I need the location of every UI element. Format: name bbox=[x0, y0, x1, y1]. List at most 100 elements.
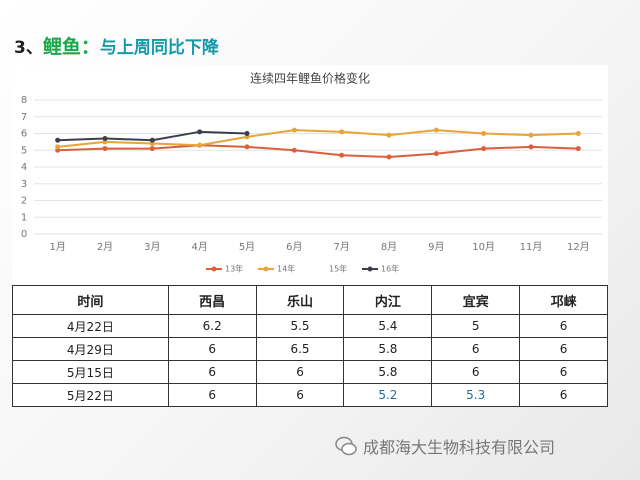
header-cell: 时间 bbox=[12, 285, 169, 315]
y-tick-label: 5 bbox=[21, 145, 27, 156]
point bbox=[291, 147, 297, 153]
x-tick-label: 7月 bbox=[333, 241, 349, 253]
table-row: 5月22日 6 6 5.2 5.3 6 bbox=[12, 383, 608, 407]
cell: 6 bbox=[519, 360, 608, 384]
table-row: 4月22日 6.2 5.5 5.4 5 6 bbox=[12, 314, 608, 338]
cell: 5.2 bbox=[343, 383, 433, 407]
x-tick-label: 8月 bbox=[381, 241, 397, 253]
point bbox=[433, 127, 439, 133]
chart-title: 连续四年鲤鱼价格变化 bbox=[250, 71, 370, 86]
cell: 4月29日 bbox=[12, 337, 169, 361]
cell: 6 bbox=[167, 337, 257, 361]
x-tick-label: 12月 bbox=[567, 241, 590, 253]
point bbox=[197, 142, 203, 148]
point bbox=[291, 127, 297, 133]
point bbox=[55, 137, 61, 143]
header-cell: 西昌 bbox=[167, 285, 257, 315]
series-line bbox=[57, 129, 579, 148]
cell: 4月22日 bbox=[12, 314, 169, 338]
point bbox=[244, 131, 250, 136]
cell: 5月22日 bbox=[12, 383, 169, 407]
legend-label: 15年 bbox=[329, 264, 347, 274]
cell: 5.5 bbox=[255, 314, 345, 338]
cell: 6 bbox=[519, 314, 608, 338]
point bbox=[481, 146, 487, 152]
wechat-icon bbox=[335, 436, 357, 456]
point bbox=[149, 146, 155, 152]
point bbox=[575, 146, 581, 152]
y-tick-label: 2 bbox=[21, 196, 27, 207]
point bbox=[149, 137, 155, 143]
point bbox=[433, 151, 439, 157]
y-tick-label: 7 bbox=[21, 112, 27, 123]
cell: 5.8 bbox=[343, 360, 433, 384]
table-row: 4月29日 6 6.5 5.8 6 6 bbox=[12, 337, 608, 361]
y-tick-label: 1 bbox=[21, 212, 27, 223]
cell: 5.8 bbox=[343, 337, 433, 361]
cell: 6 bbox=[431, 360, 521, 384]
point bbox=[102, 136, 108, 142]
x-tick-label: 4月 bbox=[191, 241, 207, 253]
x-tick-label: 2月 bbox=[97, 241, 113, 253]
cell: 6 bbox=[167, 383, 257, 407]
x-tick-label: 11月 bbox=[520, 241, 543, 253]
point bbox=[481, 131, 487, 136]
cell: 6 bbox=[519, 383, 608, 407]
cell: 6 bbox=[519, 337, 608, 361]
heading-text: 与上周同比下降 bbox=[99, 38, 219, 58]
legend-label: 14年 bbox=[277, 264, 295, 274]
chart-background bbox=[12, 65, 608, 285]
legend-marker bbox=[315, 266, 321, 272]
point bbox=[386, 132, 392, 138]
point bbox=[244, 144, 250, 150]
cell: 5.4 bbox=[343, 314, 433, 338]
price-table: 时间 西昌 乐山 内江 宜宾 邛崃 4月22日 6.2 5.5 5.4 5 6 4月29日 6 6.5 5.8… bbox=[12, 285, 608, 407]
chart: 连续四年鲤鱼价格变化 0 1 2 3 4 5 6 7 8 1月 2月 3月 4月 5月 6月 7月 8月 9月 10… bbox=[12, 65, 608, 285]
header-cell: 内江 bbox=[343, 285, 433, 315]
x-tick-label: 6月 bbox=[286, 241, 302, 253]
cell: 5 bbox=[431, 314, 521, 338]
point bbox=[339, 152, 345, 158]
cell: 6 bbox=[255, 383, 345, 407]
header-cell: 宜宾 bbox=[431, 285, 521, 315]
point bbox=[102, 146, 108, 152]
y-tick-label: 4 bbox=[21, 162, 27, 173]
y-tick-label: 8 bbox=[21, 95, 27, 106]
point bbox=[339, 129, 345, 135]
cell: 5月15日 bbox=[12, 360, 169, 384]
y-tick-label: 6 bbox=[21, 129, 27, 140]
table-row: 5月15日 6 6 5.8 6 6 bbox=[12, 360, 608, 384]
legend-label: 13年 bbox=[225, 264, 243, 274]
cell: 5.3 bbox=[431, 383, 521, 407]
legend-marker bbox=[263, 266, 269, 272]
y-tick-label: 0 bbox=[21, 229, 27, 240]
legend-marker bbox=[211, 266, 217, 272]
legend-marker bbox=[367, 266, 373, 272]
point bbox=[197, 129, 203, 135]
cell: 6 bbox=[431, 337, 521, 361]
x-tick-label: 10月 bbox=[472, 241, 495, 253]
heading: 3、鲤鱼：与上周同比下降 bbox=[14, 32, 219, 59]
cell: 6.5 bbox=[255, 337, 345, 361]
point bbox=[55, 144, 61, 150]
heading-number: 3、 bbox=[14, 38, 43, 58]
legend-label: 16年 bbox=[381, 264, 399, 274]
point bbox=[575, 131, 581, 136]
point bbox=[528, 132, 534, 138]
cell: 6 bbox=[255, 360, 345, 384]
x-tick-label: 3月 bbox=[144, 241, 160, 253]
heading-subject: 鲤鱼： bbox=[42, 36, 100, 58]
point bbox=[528, 144, 534, 150]
header-cell: 邛崃 bbox=[519, 285, 608, 315]
x-tick-label: 5月 bbox=[239, 241, 255, 253]
series-line bbox=[57, 144, 579, 158]
x-tick-label: 1月 bbox=[49, 241, 65, 253]
x-tick-label: 9月 bbox=[428, 241, 444, 253]
footer: 成都海大生物科技有限公司 bbox=[335, 434, 555, 458]
cell: 6 bbox=[167, 360, 257, 384]
y-tick-label: 3 bbox=[21, 179, 27, 190]
header-cell: 乐山 bbox=[255, 285, 345, 315]
cell: 6.2 bbox=[167, 314, 257, 338]
point bbox=[386, 154, 392, 160]
